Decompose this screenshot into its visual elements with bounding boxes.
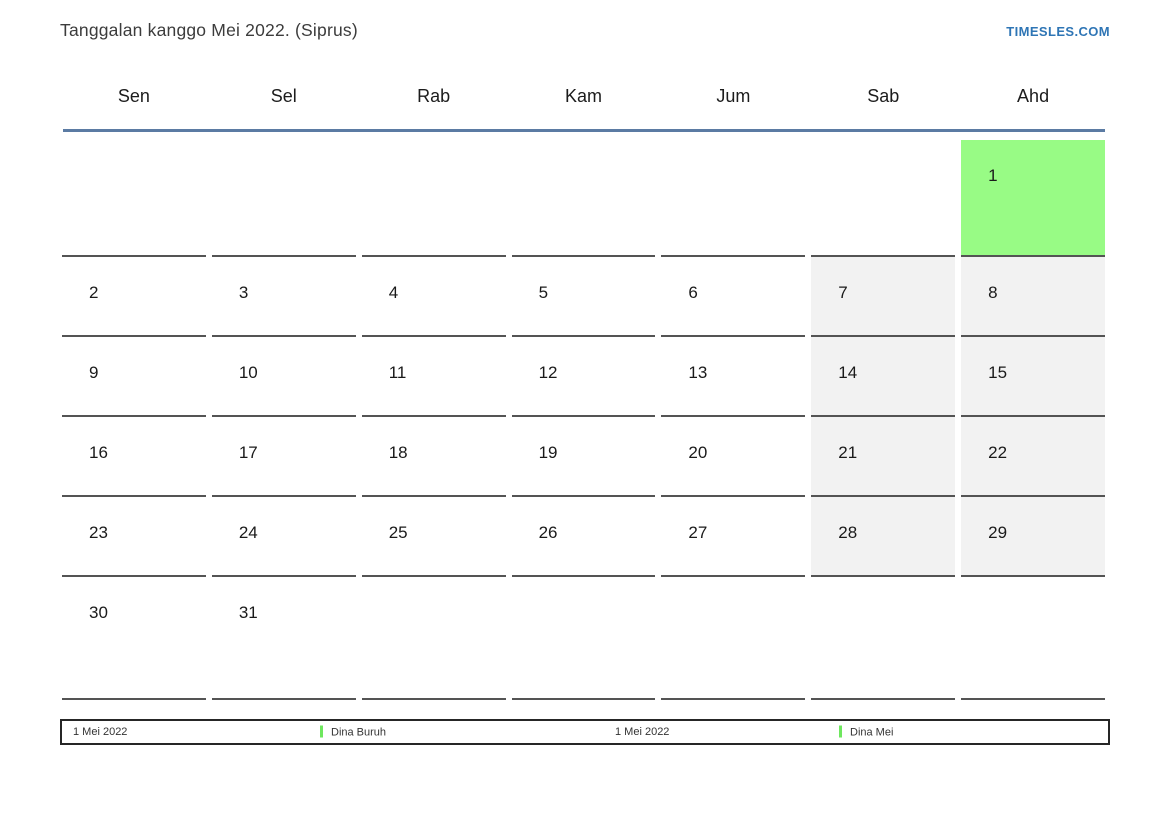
- weekday-header-row: Sen Sel Rab Kam Jum Sab Ahd: [62, 86, 1105, 107]
- calendar-cell-17: 17: [211, 417, 356, 497]
- calendar-cell-21: 21: [811, 417, 956, 497]
- legend-date: 1 Mei 2022: [615, 726, 670, 738]
- weekday-label-ahd: Ahd: [1017, 86, 1050, 106]
- site-link[interactable]: TIMESLES.COM: [1006, 24, 1110, 39]
- calendar-cell-26: 26: [511, 497, 656, 577]
- date-number: 15: [988, 363, 1008, 382]
- calendar-cell-empty: [811, 577, 956, 700]
- calendar-cell-8: 8: [961, 257, 1105, 337]
- calendar-cell-11: 11: [361, 337, 506, 417]
- date-number: 9: [89, 363, 99, 382]
- date-number: 5: [538, 283, 549, 302]
- calendar-cell-19: 19: [511, 417, 656, 497]
- calendar-cell-9: 9: [62, 337, 206, 417]
- date-number: 18: [388, 443, 408, 462]
- date-number: 20: [688, 443, 708, 462]
- calendar-cell-30: 30: [62, 577, 206, 700]
- calendar-cell-empty: [361, 577, 506, 700]
- date-number: 8: [988, 283, 998, 302]
- calendar-cell-1: 1: [961, 140, 1105, 257]
- calendar-cell-10: 10: [211, 337, 356, 417]
- date-number: 31: [238, 603, 258, 622]
- date-number: 27: [688, 523, 708, 542]
- event-marker-icon: [320, 725, 323, 738]
- calendar-cell-empty: [661, 577, 806, 700]
- date-number: 29: [988, 523, 1008, 542]
- calendar-grid: 1 2 3 4 5 6 7 8 9 10 11 12 13 14 15 16 17 18 19 20 21 22 23 24 2…: [62, 140, 1105, 700]
- date-number: 1: [988, 166, 998, 185]
- calendar-cell-4: 4: [361, 257, 506, 337]
- calendar-cell-27: 27: [661, 497, 806, 577]
- date-number: 10: [238, 363, 258, 382]
- date-number: 21: [838, 443, 858, 462]
- date-number: 4: [388, 283, 399, 302]
- calendar-cell-empty: [211, 140, 356, 257]
- calendar-cell-20: 20: [661, 417, 806, 497]
- date-number: 24: [238, 523, 258, 542]
- date-number: 12: [538, 363, 558, 382]
- calendar-cell-25: 25: [361, 497, 506, 577]
- date-number: 11: [388, 363, 407, 382]
- calendar-cell-empty: [62, 140, 206, 257]
- calendar-cell-empty: [511, 140, 656, 257]
- calendar-cell-18: 18: [361, 417, 506, 497]
- calendar-cell-2: 2: [62, 257, 206, 337]
- date-number: 2: [89, 283, 99, 302]
- calendar-cell-22: 22: [961, 417, 1105, 497]
- date-number: 3: [238, 283, 249, 302]
- legend-event: Dina Buruh: [320, 725, 387, 739]
- date-number: 17: [238, 443, 258, 462]
- calendar-cell-29: 29: [961, 497, 1105, 577]
- calendar-cell-empty: [661, 140, 806, 257]
- header-divider-rule: [63, 129, 1105, 132]
- calendar-cell-12: 12: [511, 337, 656, 417]
- calendar-cell-31: 31: [211, 577, 356, 700]
- date-number: 6: [688, 283, 698, 302]
- calendar-cell-24: 24: [211, 497, 356, 577]
- calendar-cell-23: 23: [62, 497, 206, 577]
- calendar-cell-13: 13: [661, 337, 806, 417]
- event-marker-icon: [839, 725, 842, 738]
- calendar-cell-28: 28: [811, 497, 956, 577]
- calendar-cell-6: 6: [661, 257, 806, 337]
- date-number: 13: [688, 363, 708, 382]
- calendar-cell-3: 3: [211, 257, 356, 337]
- calendar-cell-empty: [961, 577, 1105, 700]
- weekday-label-sen: Sen: [117, 86, 150, 106]
- weekday-label-jum: Jum: [716, 86, 751, 106]
- weekday-label-kam: Kam: [564, 86, 602, 106]
- page-title: Tanggalan kanggo Mei 2022. (Siprus): [60, 20, 358, 40]
- weekday-label-sab: Sab: [867, 86, 900, 106]
- date-number: 22: [988, 443, 1008, 462]
- date-number: 7: [838, 283, 848, 302]
- calendar-cell-empty: [511, 577, 656, 700]
- date-number: 30: [89, 603, 108, 622]
- date-number: 14: [838, 363, 858, 382]
- legend-event-label: Dina Buruh: [331, 726, 387, 739]
- date-number: 28: [838, 523, 858, 542]
- calendar-cell-empty: [811, 140, 956, 257]
- legend-date: 1 Mei 2022: [73, 726, 128, 738]
- weekday-label-sel: Sel: [270, 86, 297, 106]
- date-number: 26: [538, 523, 558, 542]
- weekday-label-rab: Rab: [417, 86, 451, 106]
- date-number: 23: [89, 523, 108, 542]
- date-number: 25: [388, 523, 408, 542]
- legend-event-label: Dina Mei: [850, 726, 894, 739]
- legend-event: Dina Mei: [839, 725, 894, 739]
- calendar-cell-14: 14: [811, 337, 956, 417]
- calendar-cell-15: 15: [961, 337, 1105, 417]
- calendar-cell-empty: [361, 140, 506, 257]
- date-number: 19: [538, 443, 558, 462]
- calendar-cell-5: 5: [511, 257, 656, 337]
- calendar-cell-7: 7: [811, 257, 956, 337]
- calendar-cell-16: 16: [62, 417, 206, 497]
- date-number: 16: [89, 443, 108, 462]
- legend-bar: 1 Mei 2022 Dina Buruh 1 Mei 2022 Dina Me…: [60, 719, 1110, 745]
